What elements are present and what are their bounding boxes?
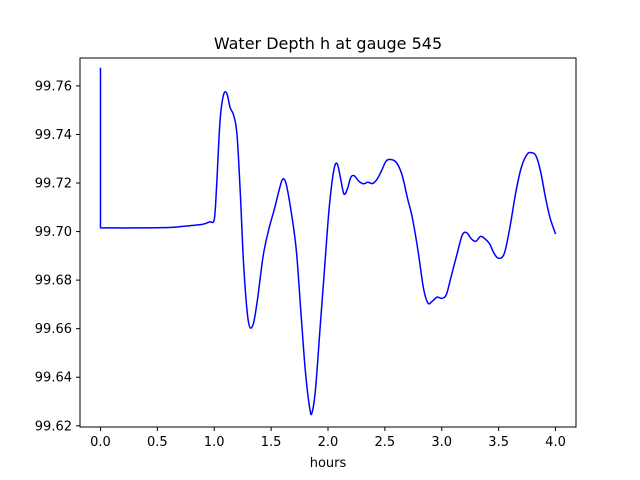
x-tick-label: 2.5: [375, 435, 396, 450]
y-tick-label: 99.72: [35, 177, 72, 192]
x-tick-label: 1.5: [261, 435, 282, 450]
x-tick-label: 3.0: [431, 435, 452, 450]
x-axis-ticks: 0.0 0.5 1.0 1.5 2.0 2.5 3.0 3.5 4.0: [90, 427, 566, 450]
y-tick-label: 99.74: [35, 128, 72, 143]
y-tick-label: 99.76: [35, 79, 72, 94]
y-tick-label: 99.68: [35, 274, 72, 289]
series-line: [99, 67, 557, 416]
x-tick-label: 3.5: [488, 435, 509, 450]
chart-title: Water Depth h at gauge 545: [214, 34, 442, 53]
x-tick-label: 4.0: [545, 435, 566, 450]
y-tick-label: 99.62: [35, 419, 72, 434]
y-tick-label: 99.70: [35, 225, 72, 240]
plot-area: [80, 58, 576, 427]
x-tick-label: 2.0: [318, 435, 339, 450]
x-tick-label: 0.5: [147, 435, 168, 450]
series-layer: [99, 67, 557, 416]
x-tick-label: 0.0: [90, 435, 111, 450]
x-axis-label: hours: [310, 456, 347, 471]
y-tick-label: 99.66: [35, 322, 72, 337]
x-tick-label: 1.0: [204, 435, 225, 450]
y-tick-label: 99.64: [35, 371, 72, 386]
y-axis-ticks: 99.62 99.64 99.66 99.68 99.70 99.72 99.74 99.76: [35, 79, 80, 434]
